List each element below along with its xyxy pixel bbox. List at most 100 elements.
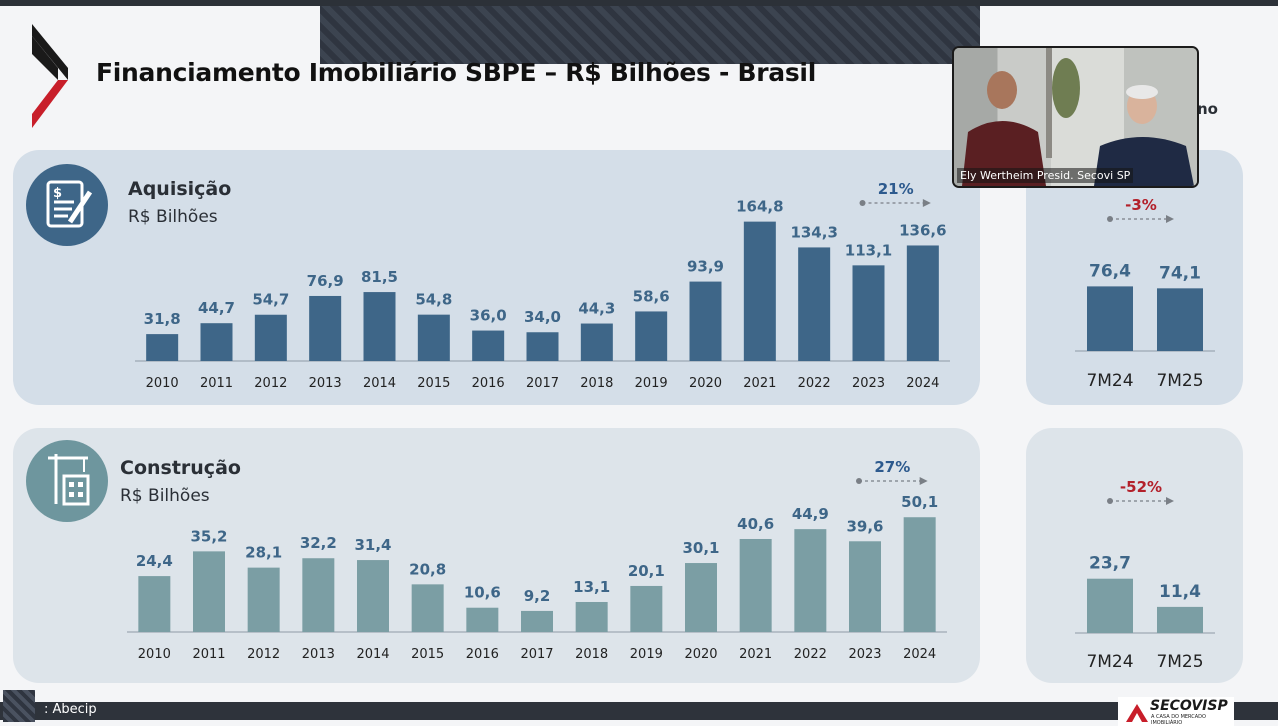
annotation-arrow (1166, 497, 1174, 505)
data-label: 76,9 (307, 272, 344, 290)
aquisicao-7m-panel (1026, 150, 1243, 405)
tick-label: 2016 (472, 376, 505, 391)
tick-label: 2014 (356, 647, 389, 662)
source-hatch (3, 690, 35, 722)
tick-label: 7M24 (1086, 652, 1133, 672)
tick-label: 2015 (411, 647, 444, 662)
bar-2023 (852, 265, 885, 361)
data-label: 74,1 (1159, 263, 1201, 283)
secovi-brand-icon (1126, 704, 1148, 722)
tick-label: 2012 (247, 647, 280, 662)
page-title: Financiamento Imobiliário SBPE – R$ Bilh… (96, 58, 816, 87)
data-label: 35,2 (190, 527, 227, 545)
bar-2016 (466, 607, 499, 632)
building-crane-icon (26, 440, 108, 522)
bar-2022 (798, 247, 831, 361)
tick-label: 2024 (906, 376, 939, 391)
data-label: 28,1 (245, 544, 282, 562)
tick-label: 2018 (580, 376, 613, 391)
tick-label: 2020 (684, 647, 717, 662)
top-strip (0, 0, 1278, 6)
data-label: 36,0 (470, 307, 507, 325)
data-label: 34,0 (524, 308, 561, 326)
data-label: 20,8 (409, 560, 446, 578)
video-caption: Ely Wertheim Presid. Secovi SP (957, 168, 1134, 183)
video-overlay[interactable]: Ely Wertheim Presid. Secovi SP (952, 46, 1199, 188)
data-label: 44,7 (198, 299, 235, 317)
bar-2014 (357, 560, 389, 632)
data-label: 40,6 (737, 515, 774, 533)
tick-label: 2018 (575, 647, 608, 662)
growth-annotation: -52% (1120, 478, 1162, 496)
bar-2024 (906, 245, 939, 361)
tick-label: 2023 (848, 647, 881, 662)
tick-label: 2010 (146, 376, 179, 391)
svg-text:$: $ (53, 186, 62, 201)
bar-2019 (630, 585, 663, 632)
data-label: 50,1 (901, 493, 938, 511)
bar-2012 (247, 567, 280, 632)
tick-label: 2022 (794, 647, 827, 662)
data-label: 54,7 (252, 291, 289, 309)
bar-2014 (363, 292, 396, 361)
data-label: 58,6 (633, 287, 670, 305)
data-label: 164,8 (736, 198, 783, 216)
tick-label: 2020 (689, 376, 722, 391)
data-label: 20,1 (628, 562, 665, 580)
data-label: 134,3 (790, 223, 837, 241)
data-label: 31,4 (354, 536, 391, 554)
bar-2020 (689, 281, 722, 361)
brand-tagline: A CASA DO MERCADO IMOBILIÁRIO (1151, 714, 1206, 726)
document-pen-icon: $ (26, 164, 108, 246)
data-label: 93,9 (687, 258, 724, 276)
side-text-fragment: no (1197, 100, 1218, 118)
tick-label: 2015 (417, 376, 450, 391)
data-label: 76,4 (1089, 261, 1131, 281)
bar-7M24 (1087, 578, 1133, 633)
bar-7M25 (1157, 606, 1203, 633)
bar-7M25 (1157, 288, 1203, 351)
bar-2011 (193, 551, 225, 632)
data-label: 24,4 (136, 552, 173, 570)
tick-label: 2024 (903, 647, 936, 662)
tick-label: 7M25 (1156, 652, 1203, 672)
data-label: 11,4 (1159, 582, 1201, 602)
data-label: 136,6 (899, 221, 946, 239)
bar-2011 (200, 323, 233, 361)
bar-2010 (138, 576, 171, 632)
bar-2010 (146, 334, 179, 361)
bar-2018 (580, 323, 613, 361)
bar-2022 (794, 529, 827, 632)
bar-2013 (309, 295, 342, 361)
construcao-7m-panel (1026, 428, 1243, 683)
bar-2016 (472, 330, 505, 361)
bar-2015 (417, 314, 450, 361)
tick-label: 2012 (254, 376, 287, 391)
footer-bar (0, 702, 1278, 720)
data-label: 54,8 (415, 291, 452, 309)
tick-label: 2019 (630, 647, 663, 662)
brand-name: SECOVISP (1150, 698, 1228, 714)
bar-2013 (302, 558, 335, 632)
annotation-arrow (1166, 215, 1174, 223)
tick-label: 2022 (798, 376, 831, 391)
tick-label: 2017 (520, 647, 553, 662)
construcao-title: Construção (120, 457, 241, 479)
growth-annotation: 21% (878, 180, 914, 198)
bar-7M24 (1087, 286, 1133, 351)
bar-2017 (521, 610, 553, 632)
data-label: 32,2 (300, 534, 337, 552)
bar-2020 (685, 563, 717, 632)
data-label: 81,5 (361, 268, 398, 286)
bar-2024 (903, 517, 936, 632)
bar-2017 (526, 332, 559, 361)
data-label: 9,2 (524, 587, 551, 605)
annotation-arrow (922, 199, 931, 207)
tick-label: 7M25 (1156, 371, 1203, 391)
aquisicao-title: Aquisição (128, 178, 232, 200)
bar-2018 (575, 601, 608, 632)
bar-2012 (254, 314, 287, 361)
data-label: 13,1 (573, 578, 610, 596)
tick-label: 2021 (739, 647, 772, 662)
data-label: 44,3 (578, 300, 615, 318)
